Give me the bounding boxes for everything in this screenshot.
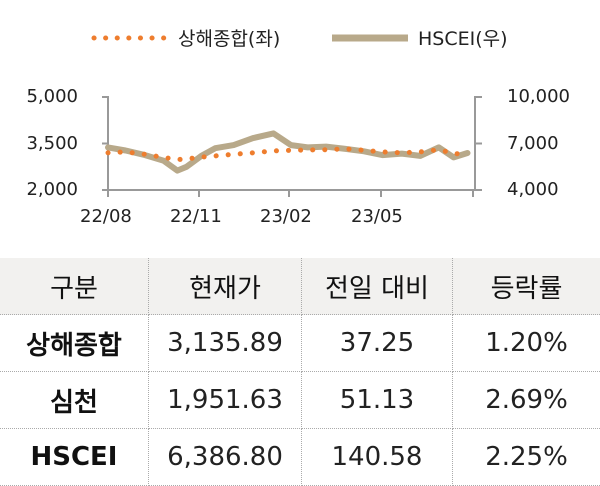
header-cell: 전일 대비 (302, 258, 453, 315)
table-row: 상해종합 3,135.89 37.25 1.20% (0, 315, 600, 372)
table-row: HSCEI 6,386.80 140.58 2.25% (0, 429, 600, 486)
row-name: 상해종합 (0, 315, 149, 372)
row-name: HSCEI (0, 429, 149, 486)
change-rate: 2.25% (453, 429, 600, 486)
table-header-row: 구분 현재가 전일 대비 등락률 (0, 258, 600, 315)
header-cell: 현재가 (149, 258, 302, 315)
change-rate: 2.69% (453, 372, 600, 429)
header-cell: 등락률 (453, 258, 600, 315)
table-row: 심천 1,951.63 51.13 2.69% (0, 372, 600, 429)
current-price: 6,386.80 (149, 429, 302, 486)
row-name: 심천 (0, 372, 149, 429)
current-price: 3,135.89 (149, 315, 302, 372)
change: 140.58 (302, 429, 453, 486)
chart-plot (0, 0, 600, 250)
change-rate: 1.20% (453, 315, 600, 372)
right-axis (475, 97, 482, 190)
x-axis (108, 190, 475, 197)
change: 51.13 (302, 372, 453, 429)
left-axis (102, 97, 108, 190)
header-cell: 구분 (0, 258, 149, 315)
change: 37.25 (302, 315, 453, 372)
current-price: 1,951.63 (149, 372, 302, 429)
index-table: 구분 현재가 전일 대비 등락률 상해종합 3,135.89 37.25 1.2… (0, 258, 600, 486)
